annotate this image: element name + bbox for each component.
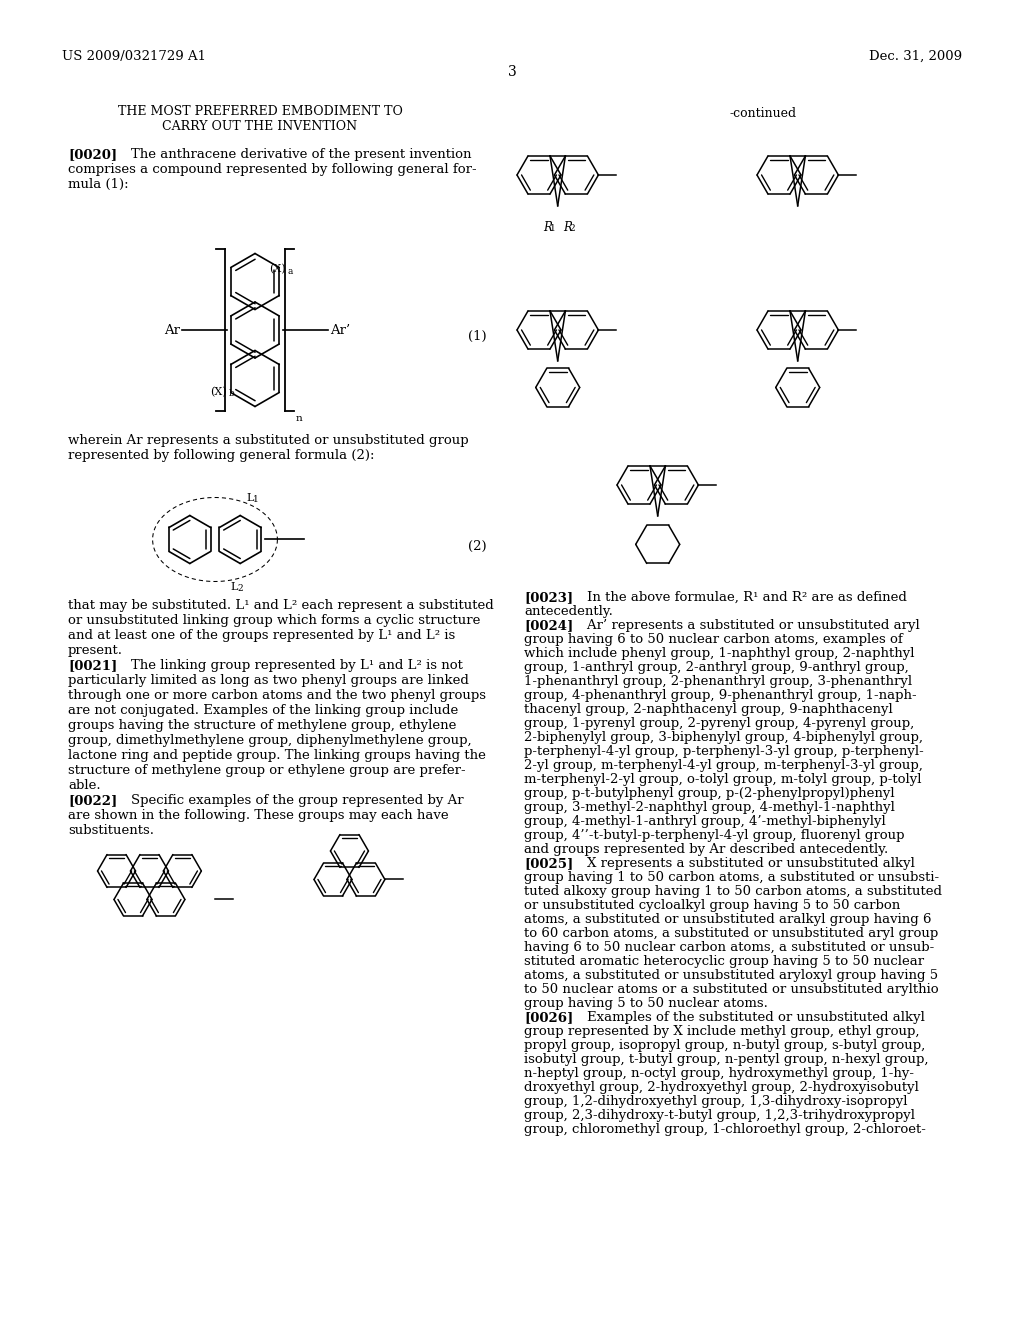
Text: and groups represented by Ar described antecedently.: and groups represented by Ar described a… <box>524 843 888 855</box>
Text: group, 4-phenanthryl group, 9-phenanthryl group, 1-naph-: group, 4-phenanthryl group, 9-phenanthry… <box>524 689 916 702</box>
Text: structure of methylene group or ethylene group are prefer-: structure of methylene group or ethylene… <box>68 764 466 777</box>
Text: group having 6 to 50 nuclear carbon atoms, examples of: group having 6 to 50 nuclear carbon atom… <box>524 634 903 645</box>
Text: able.: able. <box>68 780 100 792</box>
Text: (1): (1) <box>468 330 487 343</box>
Text: droxyethyl group, 2-hydroxyethyl group, 2-hydroxyisobutyl: droxyethyl group, 2-hydroxyethyl group, … <box>524 1081 919 1094</box>
Text: group, 4’’-t-butyl-p-terphenyl-4-yl group, fluorenyl group: group, 4’’-t-butyl-p-terphenyl-4-yl grou… <box>524 829 904 842</box>
Text: a: a <box>288 267 293 276</box>
Text: group, 1-pyrenyl group, 2-pyrenyl group, 4-pyrenyl group,: group, 1-pyrenyl group, 2-pyrenyl group,… <box>524 717 914 730</box>
Text: mula (1):: mula (1): <box>68 178 129 191</box>
Text: -continued: -continued <box>730 107 797 120</box>
Text: L: L <box>230 582 238 593</box>
Text: (2): (2) <box>468 540 487 553</box>
Text: or unsubstituted cycloalkyl group having 5 to 50 carbon: or unsubstituted cycloalkyl group having… <box>524 899 900 912</box>
Text: and at least one of the groups represented by L¹ and L² is: and at least one of the groups represent… <box>68 630 456 643</box>
Text: [0026]: [0026] <box>524 1011 573 1024</box>
Text: (X): (X) <box>210 387 226 397</box>
Text: Ar’: Ar’ <box>330 323 350 337</box>
Text: that may be substituted. L¹ and L² each represent a substituted: that may be substituted. L¹ and L² each … <box>68 599 494 612</box>
Text: L: L <box>246 494 254 503</box>
Text: represented by following general formula (2):: represented by following general formula… <box>68 450 375 462</box>
Text: The linking group represented by L¹ and L² is not: The linking group represented by L¹ and … <box>114 660 463 672</box>
Text: substituents.: substituents. <box>68 825 154 837</box>
Text: groups having the structure of methylene group, ethylene: groups having the structure of methylene… <box>68 719 457 733</box>
Text: 2: 2 <box>569 224 575 232</box>
Text: THE MOST PREFERRED EMBODIMENT TO: THE MOST PREFERRED EMBODIMENT TO <box>118 106 402 117</box>
Text: X represents a substituted or unsubstituted alkyl: X represents a substituted or unsubstitu… <box>570 857 914 870</box>
Text: propyl group, isopropyl group, n-butyl group, s-butyl group,: propyl group, isopropyl group, n-butyl g… <box>524 1039 926 1052</box>
Text: Specific examples of the group represented by Ar: Specific examples of the group represent… <box>114 795 464 808</box>
Text: In the above formulae, R¹ and R² are as defined: In the above formulae, R¹ and R² are as … <box>570 591 907 605</box>
Text: [0025]: [0025] <box>524 857 573 870</box>
Text: US 2009/0321729 A1: US 2009/0321729 A1 <box>62 50 206 63</box>
Text: or unsubstituted linking group which forms a cyclic structure: or unsubstituted linking group which for… <box>68 615 480 627</box>
Text: n: n <box>296 414 303 424</box>
Text: m-terphenyl-2-yl group, o-tolyl group, m-tolyl group, p-tolyl: m-terphenyl-2-yl group, o-tolyl group, m… <box>524 774 922 785</box>
Text: b: b <box>229 389 234 399</box>
Text: R: R <box>563 220 571 234</box>
Text: particularly limited as long as two phenyl groups are linked: particularly limited as long as two phen… <box>68 675 469 688</box>
Text: present.: present. <box>68 644 123 657</box>
Text: group, 1-anthryl group, 2-anthryl group, 9-anthryl group,: group, 1-anthryl group, 2-anthryl group,… <box>524 661 908 675</box>
Text: to 50 nuclear atoms or a substituted or unsubstituted arylthio: to 50 nuclear atoms or a substituted or … <box>524 983 939 997</box>
Text: 2-biphenylyl group, 3-biphenylyl group, 4-biphenylyl group,: 2-biphenylyl group, 3-biphenylyl group, … <box>524 731 923 744</box>
Text: 2-yl group, m-terphenyl-4-yl group, m-terphenyl-3-yl group,: 2-yl group, m-terphenyl-4-yl group, m-te… <box>524 759 923 772</box>
Text: atoms, a substituted or unsubstituted aralkyl group having 6: atoms, a substituted or unsubstituted ar… <box>524 913 932 927</box>
Text: are shown in the following. These groups may each have: are shown in the following. These groups… <box>68 809 449 822</box>
Text: group having 1 to 50 carbon atoms, a substituted or unsubsti-: group having 1 to 50 carbon atoms, a sub… <box>524 871 939 884</box>
Text: isobutyl group, t-butyl group, n-pentyl group, n-hexyl group,: isobutyl group, t-butyl group, n-pentyl … <box>524 1053 929 1067</box>
Text: 1: 1 <box>550 224 555 232</box>
Text: group represented by X include methyl group, ethyl group,: group represented by X include methyl gr… <box>524 1026 920 1038</box>
Text: 3: 3 <box>508 65 516 79</box>
Text: The anthracene derivative of the present invention: The anthracene derivative of the present… <box>114 148 471 161</box>
Text: R: R <box>543 220 552 234</box>
Text: lactone ring and peptide group. The linking groups having the: lactone ring and peptide group. The link… <box>68 750 485 763</box>
Text: group, chloromethyl group, 1-chloroethyl group, 2-chloroet-: group, chloromethyl group, 1-chloroethyl… <box>524 1123 926 1137</box>
Text: to 60 carbon atoms, a substituted or unsubstituted aryl group: to 60 carbon atoms, a substituted or uns… <box>524 927 938 940</box>
Text: Ar’ represents a substituted or unsubstituted aryl: Ar’ represents a substituted or unsubsti… <box>570 619 920 632</box>
Text: are not conjugated. Examples of the linking group include: are not conjugated. Examples of the link… <box>68 705 459 718</box>
Text: group, dimethylmethylene group, diphenylmethylene group,: group, dimethylmethylene group, diphenyl… <box>68 734 472 747</box>
Text: (X): (X) <box>269 264 286 273</box>
Text: wherein Ar represents a substituted or unsubstituted group: wherein Ar represents a substituted or u… <box>68 434 469 447</box>
Text: antecedently.: antecedently. <box>524 605 613 618</box>
Text: group, 4-methyl-1-anthryl group, 4’-methyl-biphenylyl: group, 4-methyl-1-anthryl group, 4’-meth… <box>524 814 886 828</box>
Text: through one or more carbon atoms and the two phenyl groups: through one or more carbon atoms and the… <box>68 689 486 702</box>
Text: [0022]: [0022] <box>68 795 118 808</box>
Text: group, 3-methyl-2-naphthyl group, 4-methyl-1-naphthyl: group, 3-methyl-2-naphthyl group, 4-meth… <box>524 801 895 814</box>
Text: group, p-t-butylphenyl group, p-(2-phenylpropyl)phenyl: group, p-t-butylphenyl group, p-(2-pheny… <box>524 787 895 800</box>
Text: group, 2,3-dihydroxy-t-butyl group, 1,2,3-trihydroxypropyl: group, 2,3-dihydroxy-t-butyl group, 1,2,… <box>524 1109 915 1122</box>
Text: atoms, a substituted or unsubstituted aryloxyl group having 5: atoms, a substituted or unsubstituted ar… <box>524 969 938 982</box>
Text: CARRY OUT THE INVENTION: CARRY OUT THE INVENTION <box>163 120 357 133</box>
Text: Dec. 31, 2009: Dec. 31, 2009 <box>869 50 962 63</box>
Text: comprises a compound represented by following general for-: comprises a compound represented by foll… <box>68 162 476 176</box>
Text: p-terphenyl-4-yl group, p-terphenyl-3-yl group, p-terphenyl-: p-terphenyl-4-yl group, p-terphenyl-3-yl… <box>524 744 924 758</box>
Text: 2: 2 <box>238 585 244 594</box>
Text: stituted aromatic heterocyclic group having 5 to 50 nuclear: stituted aromatic heterocyclic group hav… <box>524 954 924 968</box>
Text: 1-phenanthryl group, 2-phenanthryl group, 3-phenanthryl: 1-phenanthryl group, 2-phenanthryl group… <box>524 675 912 688</box>
Text: Ar: Ar <box>164 323 180 337</box>
Text: Examples of the substituted or unsubstituted alkyl: Examples of the substituted or unsubstit… <box>570 1011 925 1024</box>
Text: thacenyl group, 2-naphthacenyl group, 9-naphthacenyl: thacenyl group, 2-naphthacenyl group, 9-… <box>524 704 893 715</box>
Text: [0023]: [0023] <box>524 591 573 605</box>
Text: n-heptyl group, n-octyl group, hydroxymethyl group, 1-hy-: n-heptyl group, n-octyl group, hydroxyme… <box>524 1067 914 1080</box>
Text: [0024]: [0024] <box>524 619 573 632</box>
Text: group having 5 to 50 nuclear atoms.: group having 5 to 50 nuclear atoms. <box>524 997 768 1010</box>
Text: which include phenyl group, 1-naphthyl group, 2-naphthyl: which include phenyl group, 1-naphthyl g… <box>524 647 914 660</box>
Text: [0020]: [0020] <box>68 148 117 161</box>
Text: tuted alkoxy group having 1 to 50 carbon atoms, a substituted: tuted alkoxy group having 1 to 50 carbon… <box>524 884 942 898</box>
Text: 1: 1 <box>253 495 259 504</box>
Text: having 6 to 50 nuclear carbon atoms, a substituted or unsub-: having 6 to 50 nuclear carbon atoms, a s… <box>524 941 934 954</box>
Text: [0021]: [0021] <box>68 660 118 672</box>
Text: group, 1,2-dihydroxyethyl group, 1,3-dihydroxy-isopropyl: group, 1,2-dihydroxyethyl group, 1,3-dih… <box>524 1096 907 1107</box>
